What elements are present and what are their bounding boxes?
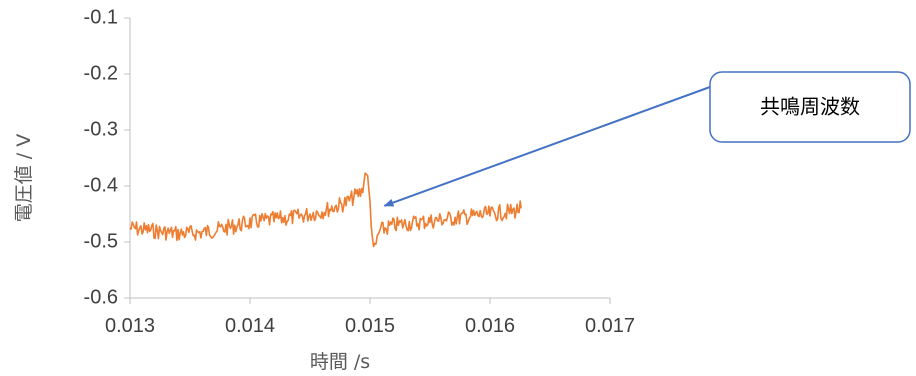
x-tick-label: 0.014 <box>225 315 275 337</box>
x-tick-label: 0.015 <box>345 315 395 337</box>
x-tick-label: 0.017 <box>585 315 635 337</box>
y-ticks: -0.1 -0.2 -0.3 -0.4 -0.5 -0.6 <box>84 6 130 308</box>
axes: -0.1 -0.2 -0.3 -0.4 -0.5 -0.6 0.013 0.014 0.015… <box>84 6 636 337</box>
x-tick-label: 0.013 <box>105 315 155 337</box>
y-tick-label: -0.5 <box>84 230 118 252</box>
x-tick-label: 0.016 <box>465 315 515 337</box>
series-line <box>129 172 522 248</box>
x-ticks: 0.013 0.014 0.015 0.016 0.017 <box>105 298 635 337</box>
y-tick-label: -0.2 <box>84 62 118 84</box>
y-tick-label: -0.1 <box>84 6 118 28</box>
series-layer <box>129 172 522 248</box>
annotation-layer: 共鳴周波数 <box>383 71 911 207</box>
y-axis-title: 電圧値 / V <box>13 134 35 222</box>
y-tick-label: -0.6 <box>84 286 118 308</box>
y-tick-label: -0.3 <box>84 118 118 140</box>
callout-box <box>709 71 911 143</box>
callout-text: 共鳴周波数 <box>760 95 860 119</box>
x-axis-title: 時間 /s <box>310 351 370 373</box>
y-tick-label: -0.4 <box>84 174 118 196</box>
annotation-arrow <box>383 86 711 207</box>
